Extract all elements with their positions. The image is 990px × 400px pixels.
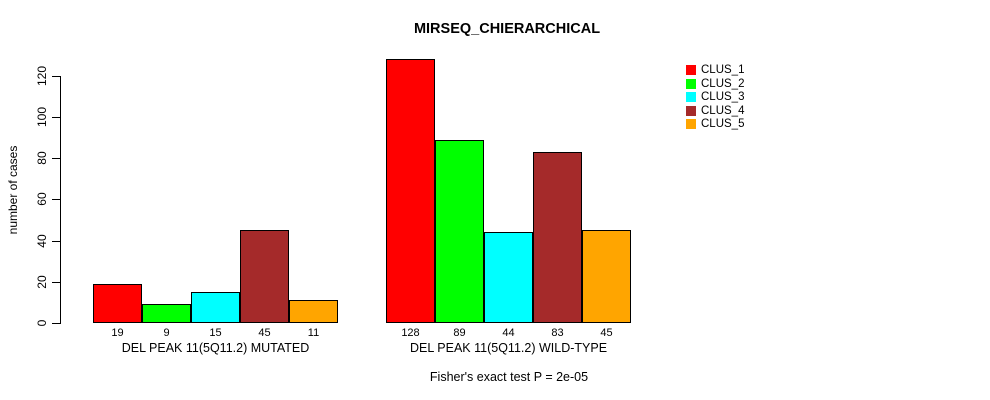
bar-value-label: 128 (401, 327, 420, 339)
legend-item-clus_5: CLUS_5 (686, 119, 744, 130)
legend-item-clus_3: CLUS_3 (686, 92, 744, 103)
bar-clus_3-mutated (191, 292, 240, 323)
bar-clus_1-mutated (93, 284, 142, 323)
chart-title: MIRSEQ_CHIERARCHICAL (413, 21, 601, 37)
legend-swatch-clus_4 (686, 105, 696, 116)
x-axis-label-wild-type: DEL PEAK 11(5Q11.2) WILD-TYPE (409, 341, 608, 355)
y-axis-tick (52, 199, 60, 200)
bar-value-label: 44 (502, 327, 515, 339)
legend-label: CLUS_1 (701, 64, 745, 77)
y-axis-tick (52, 117, 60, 118)
y-axis-tick (52, 323, 60, 324)
legend-item-clus_4: CLUS_4 (686, 104, 745, 117)
x-axis-label-mutated: DEL PEAK 11(5Q11.2) MUTATED (121, 341, 310, 355)
bar-clus_1-wild-type (386, 59, 435, 323)
legend-item-clus_1: CLUS_1 (686, 65, 744, 76)
bar-value-label: 89 (453, 327, 466, 339)
bar-value-label: 15 (209, 327, 222, 339)
bar-value-label: 45 (258, 327, 271, 339)
y-axis-label: number of cases (6, 145, 20, 235)
bar-value-label: 9 (163, 327, 170, 339)
y-axis-tick-label: 20 (35, 275, 49, 289)
fisher-test-annotation: Fisher's exact test P = 2e-05 (429, 370, 589, 384)
bar-clus_4-mutated (240, 230, 289, 323)
y-axis-tick-label: 100 (35, 106, 49, 128)
bar-clus_5-wild-type (582, 230, 631, 323)
legend-label: CLUS_4 (701, 104, 745, 117)
legend-swatch-clus_5 (686, 119, 696, 130)
legend-label: CLUS_5 (701, 118, 745, 131)
bar-value-label: 19 (111, 327, 124, 339)
legend-item-clus_2: CLUS_2 (686, 77, 745, 90)
y-axis-line (60, 76, 61, 324)
bar-value-label: 45 (600, 327, 613, 339)
y-axis-tick (52, 241, 60, 242)
y-axis-tick (52, 158, 60, 159)
y-axis-tick-label: 60 (35, 192, 49, 206)
bar-clus_2-mutated (142, 304, 191, 323)
legend: CLUS_1 CLUS_2 CLUS_3 CLUS_4 CLUS_5 (686, 65, 744, 130)
bar-value-label: 83 (551, 327, 564, 339)
legend-label: CLUS_2 (701, 77, 745, 90)
bar-clus_3-wild-type (484, 232, 533, 323)
y-axis-tick-label: 40 (35, 234, 49, 248)
y-axis-tick-label: 0 (35, 319, 49, 327)
y-axis-tick (52, 282, 60, 283)
legend-swatch-clus_3 (686, 92, 696, 103)
bar-clus_2-wild-type (435, 140, 484, 323)
bar-clus_4-wild-type (533, 152, 582, 323)
legend-label: CLUS_3 (701, 91, 745, 104)
y-axis-tick-label: 80 (35, 151, 49, 165)
y-axis-tick (52, 76, 60, 77)
bar-clus_5-mutated (289, 300, 338, 323)
bar-value-label: 11 (307, 327, 320, 339)
legend-swatch-clus_2 (686, 78, 696, 89)
legend-swatch-clus_1 (686, 65, 696, 76)
y-axis-tick-label: 120 (35, 65, 49, 87)
